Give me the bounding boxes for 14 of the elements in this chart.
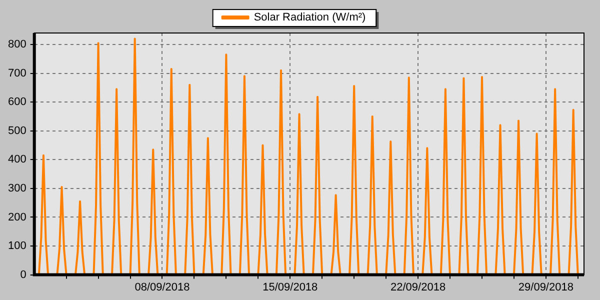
y-tick-label: 700 [8, 67, 26, 80]
y-tick-label: 400 [8, 154, 26, 166]
y-tick-label: 800 [8, 38, 26, 51]
legend-label: Solar Radiation (W/m²) [254, 12, 366, 24]
x-tick-label: 29/09/2018 [518, 281, 574, 294]
y-tick-label: 300 [8, 182, 26, 194]
y-tick-label: 500 [8, 124, 26, 137]
y-tick-label: 100 [8, 240, 26, 252]
x-tick-label: 22/09/2018 [390, 281, 446, 294]
x-tick-label: 08/09/2018 [134, 281, 190, 294]
y-tick-label: 0 [20, 268, 26, 281]
y-tick-label: 600 [8, 96, 26, 108]
y-tick-label: 200 [8, 211, 26, 224]
x-tick-label: 15/09/2018 [262, 281, 318, 294]
